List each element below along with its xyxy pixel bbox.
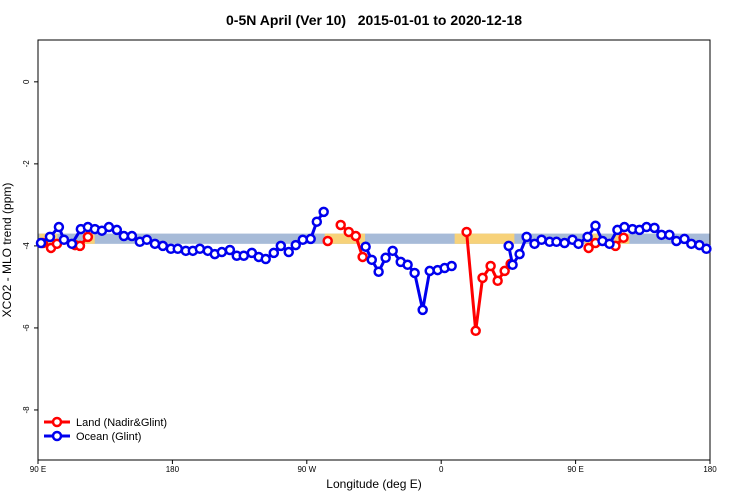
- data-point: [82, 231, 94, 243]
- data-point: [380, 252, 391, 264]
- data-point: [582, 231, 593, 243]
- data-point: [357, 251, 368, 263]
- y-tick-label: 0: [22, 79, 31, 84]
- data-point: [283, 246, 294, 258]
- data-point: [157, 240, 169, 252]
- data-point: [311, 216, 323, 227]
- data-point: [470, 325, 481, 337]
- data-point: [268, 247, 280, 259]
- x-tick-label: 90 W: [297, 465, 316, 474]
- data-point: [35, 237, 47, 249]
- data-point: [53, 221, 65, 233]
- data-point: [671, 235, 682, 247]
- x-axis-label: Longitude (deg E): [326, 477, 421, 491]
- chart-title: 0-5N April (Ver 10) 2015-01-01 to 2020-1…: [226, 12, 522, 28]
- data-point: [238, 250, 250, 261]
- data-point: [485, 260, 496, 272]
- data-point: [318, 206, 329, 218]
- x-tick-label: 90 E: [567, 465, 583, 474]
- data-point: [409, 267, 420, 279]
- data-point: [224, 244, 236, 256]
- data-point: [172, 243, 184, 255]
- data-point: [686, 238, 697, 250]
- y-tick-label: -6: [22, 324, 31, 332]
- data-point: [503, 240, 514, 252]
- data-point: [551, 236, 562, 248]
- data-point: [335, 219, 346, 231]
- data-point: [216, 246, 228, 258]
- y-tick-label: -8: [22, 406, 31, 414]
- data-point: [111, 224, 123, 236]
- x-tick-label: 0: [439, 465, 444, 474]
- legend-marker: [51, 430, 63, 442]
- data-point: [536, 234, 547, 245]
- data-point: [366, 254, 378, 266]
- x-tick-label: 180: [166, 465, 180, 474]
- data-point: [373, 266, 384, 277]
- band: [454, 233, 515, 244]
- plot-frame: [37, 39, 711, 461]
- data-point: [492, 275, 503, 287]
- data-point: [649, 222, 660, 234]
- data-point: [583, 242, 594, 254]
- data-point: [350, 230, 362, 242]
- data-point: [58, 234, 70, 245]
- data-point: [477, 272, 488, 284]
- data-point: [618, 232, 629, 243]
- data-point: [74, 240, 86, 252]
- data-point: [679, 233, 690, 245]
- legend-label: Land (Nadir&Glint): [76, 417, 167, 429]
- data-point: [290, 239, 301, 251]
- y-axis-label: XCO2 - MLO trend (ppm): [0, 183, 14, 318]
- legend-label: Ocean (Glint): [76, 431, 141, 443]
- data-point: [402, 259, 413, 271]
- data-point: [604, 238, 615, 250]
- data-point: [701, 243, 712, 255]
- data-point: [275, 240, 287, 252]
- data-point: [664, 229, 675, 241]
- data-point: [417, 304, 428, 316]
- data-point: [66, 238, 78, 250]
- data-point: [619, 221, 630, 233]
- data-point: [305, 233, 316, 245]
- data-point: [507, 259, 518, 271]
- data-point: [590, 220, 601, 232]
- data-point: [461, 226, 472, 238]
- x-tick-label: 90 E: [30, 465, 46, 474]
- y-tick-label: -2: [22, 160, 31, 168]
- data-point: [141, 234, 153, 245]
- band: [38, 233, 710, 244]
- data-point: [573, 238, 584, 250]
- data-point: [44, 231, 56, 243]
- data-point: [499, 265, 510, 277]
- data-point: [387, 245, 398, 257]
- legend-marker: [51, 416, 63, 428]
- data-point: [446, 260, 457, 272]
- data-point: [322, 235, 333, 247]
- data-point: [514, 248, 525, 260]
- data-point: [360, 241, 371, 252]
- data-point: [126, 230, 138, 242]
- data-point: [260, 253, 271, 265]
- series: [35, 206, 712, 316]
- band: [324, 233, 366, 244]
- data-point: [118, 230, 130, 242]
- y-tick-label: -4: [22, 242, 31, 250]
- data-point: [521, 231, 532, 243]
- x-tick-label: 180: [703, 465, 717, 474]
